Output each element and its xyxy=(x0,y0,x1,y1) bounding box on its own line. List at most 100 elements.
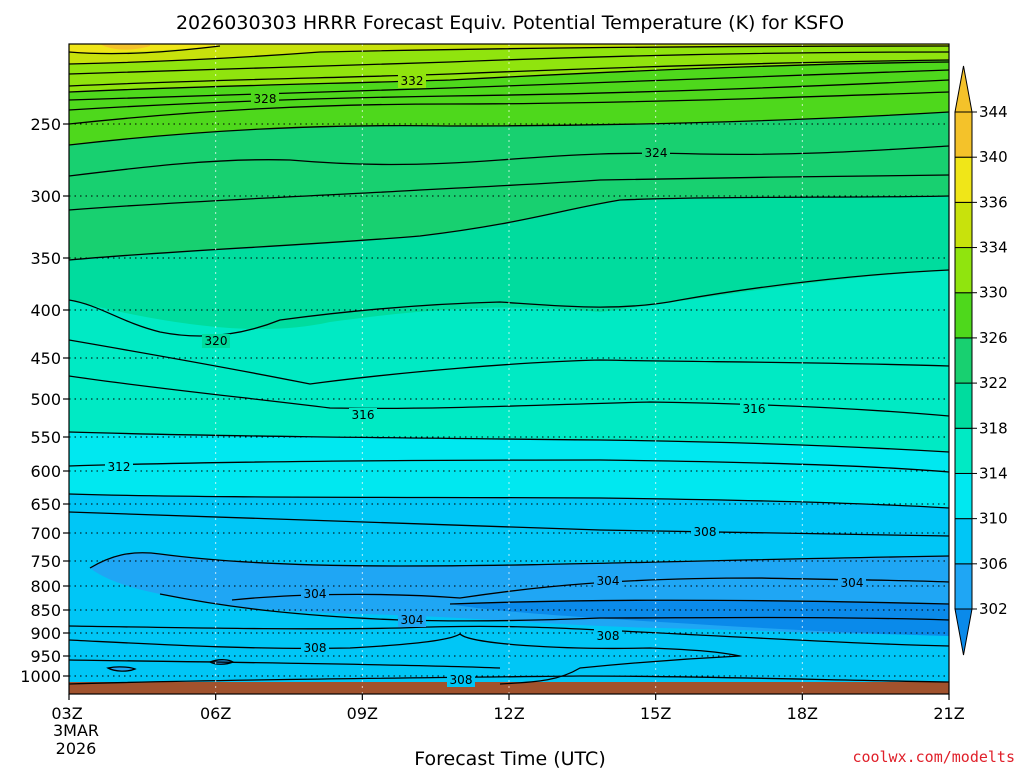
colorbar-label: 310 xyxy=(979,510,1008,528)
colorbar-swatch xyxy=(954,292,973,339)
contour-label-312: 312 xyxy=(105,460,133,474)
contour-line xyxy=(69,174,949,211)
y-tick-label: 700 xyxy=(30,524,61,543)
colorbar-swatch xyxy=(954,382,973,429)
contour-label-layer: 332 328 324 320 316 316 312 308 304 304 … xyxy=(105,74,866,687)
contour-line xyxy=(69,79,949,111)
colorbar-label: 340 xyxy=(979,148,1008,166)
contour-line xyxy=(69,339,949,385)
contour-label-316: 316 xyxy=(740,402,768,416)
svg-text:320: 320 xyxy=(205,334,228,348)
svg-text:312: 312 xyxy=(108,460,131,474)
svg-text:316: 316 xyxy=(743,402,766,416)
y-tick-label: 1000 xyxy=(20,667,61,686)
contour-label-316: 316 xyxy=(349,408,377,422)
colorbar-label: 302 xyxy=(979,600,1008,618)
y-tick-label: 400 xyxy=(30,301,61,320)
y-tick-label: 450 xyxy=(30,349,61,368)
colorbar-swatch xyxy=(954,518,973,565)
svg-text:332: 332 xyxy=(401,74,424,88)
contour-line xyxy=(106,666,137,672)
contour-line xyxy=(69,195,949,261)
colorbar-swatch xyxy=(954,427,973,474)
y-tick-label: 850 xyxy=(30,601,61,620)
colorbar-swatch xyxy=(954,472,973,520)
colorbar-swatch xyxy=(954,337,973,384)
colorbar-arrow-low xyxy=(954,608,973,656)
x-tick-label: 21Z xyxy=(933,704,964,723)
colorbar-label: 322 xyxy=(979,374,1008,392)
colorbar-label: 314 xyxy=(979,464,1008,482)
x-axis-title: Forecast Time (UTC) xyxy=(414,748,605,768)
contour-label-304: 304 xyxy=(594,574,622,588)
svg-text:304: 304 xyxy=(304,587,327,601)
colorbar: 302 306 310 314 318 322 326 330 334 336 340 344 xyxy=(954,65,1008,656)
x-tick-label: 03Z xyxy=(51,704,82,723)
y-axis: 250 300 350 400 450 500 550 600 650 700 750 800 850 9… xyxy=(20,115,69,686)
band-306b-fill xyxy=(232,594,460,606)
y-tick-label: 500 xyxy=(30,390,61,409)
x-start-day: 3MAR xyxy=(53,721,99,740)
credit-text: coolwx.com/modelts xyxy=(852,748,1015,766)
contour-line xyxy=(69,493,949,509)
contour-label-308: 308 xyxy=(301,641,329,655)
contour-line xyxy=(69,45,221,55)
contour-line xyxy=(69,69,949,101)
colorbar-label: 330 xyxy=(979,284,1008,302)
contour-label-304: 304 xyxy=(838,576,866,590)
contour-line xyxy=(69,431,949,453)
colorbar-swatch xyxy=(954,201,973,249)
contour-line xyxy=(69,375,949,417)
contour-line xyxy=(69,145,949,177)
y-tick-label: 950 xyxy=(30,647,61,666)
svg-text:308: 308 xyxy=(304,641,327,655)
y-tick-label: 650 xyxy=(30,495,61,514)
y-tick-label: 750 xyxy=(30,552,61,571)
colorbar-label: 306 xyxy=(979,555,1008,573)
contour-label-308: 308 xyxy=(447,673,475,687)
contour-line xyxy=(69,675,949,685)
svg-text:308: 308 xyxy=(450,673,473,687)
band-336-fill xyxy=(69,44,949,64)
contour-line xyxy=(69,61,949,93)
colorbar-label: 344 xyxy=(979,103,1008,121)
contour-line xyxy=(159,593,949,622)
svg-text:308: 308 xyxy=(597,629,620,643)
x-start-year: 2026 xyxy=(56,739,97,758)
contour-line xyxy=(69,59,949,87)
grid-layer xyxy=(69,44,949,694)
svg-text:304: 304 xyxy=(401,613,424,627)
colorbar-arrow-high xyxy=(954,65,973,113)
colorbar-label: 336 xyxy=(979,193,1008,211)
contour-line xyxy=(69,91,949,125)
colorbar-swatch xyxy=(954,563,973,610)
chart-title: 2026030303 HRRR Forecast Equiv. Potentia… xyxy=(176,12,844,34)
colorbar-label: 318 xyxy=(979,419,1008,437)
band-344-fill xyxy=(100,44,150,50)
contour-line xyxy=(69,51,949,75)
contour-label-324: 324 xyxy=(642,146,670,160)
colorbar-swatch xyxy=(954,111,973,158)
contour-label-328: 328 xyxy=(251,92,279,106)
y-tick-label: 900 xyxy=(30,624,61,643)
x-tick-label: 12Z xyxy=(493,704,524,723)
y-tick-label: 600 xyxy=(30,462,61,481)
contour-line xyxy=(69,269,949,337)
y-tick-label: 250 xyxy=(30,115,61,134)
y-tick-label: 350 xyxy=(30,249,61,268)
svg-text:324: 324 xyxy=(645,146,668,160)
x-tick-label: 09Z xyxy=(347,704,378,723)
svg-text:328: 328 xyxy=(254,92,277,106)
x-axis: 03Z 06Z 09Z 12Z 15Z 18Z 21Z xyxy=(51,694,965,723)
svg-text:308: 308 xyxy=(694,525,717,539)
contour-line xyxy=(69,45,949,65)
svg-text:304: 304 xyxy=(841,576,864,590)
contour-label-304: 304 xyxy=(398,613,426,627)
x-tick-label: 18Z xyxy=(787,704,818,723)
contour-label-308: 308 xyxy=(691,525,719,539)
contour-label-332: 332 xyxy=(398,74,426,88)
svg-text:304: 304 xyxy=(597,574,620,588)
contour-line xyxy=(69,111,949,146)
contour-line-layer xyxy=(69,45,949,685)
y-tick-label: 550 xyxy=(30,428,61,447)
